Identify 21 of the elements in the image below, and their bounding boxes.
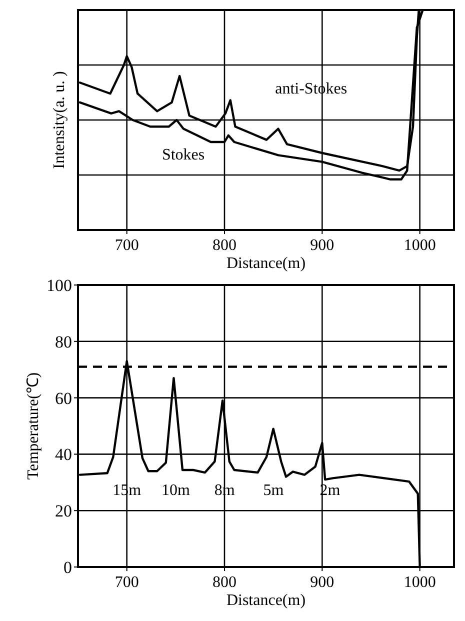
- y-axis-title: Intensity(a. u. ): [51, 71, 68, 169]
- y-tick-label: 20: [55, 502, 72, 521]
- y-tick-label: 40: [55, 445, 72, 464]
- x-tick-label: 800: [212, 574, 236, 591]
- x-tick-label: 1000: [404, 574, 436, 591]
- x-tick-label: 700: [114, 237, 139, 254]
- x-tick-label: 900: [310, 237, 334, 254]
- x-tick-label: 1000: [404, 237, 436, 254]
- y-tick-label: 0: [64, 558, 72, 577]
- series-label: Stokes: [162, 146, 205, 164]
- y-axis-title: Temperature(℃): [25, 372, 42, 480]
- annotation: 5m: [263, 482, 284, 500]
- x-axis-title: Distance(m): [226, 255, 306, 272]
- annotation: 10m: [162, 482, 191, 500]
- x-axis-title: Distance(m): [226, 592, 306, 609]
- y-tick-label: 80: [55, 332, 72, 352]
- x-tick-label: 800: [212, 237, 236, 254]
- x-tick-label: 700: [114, 574, 139, 591]
- x-tick-label: 900: [310, 574, 334, 591]
- y-tick-label: 60: [55, 388, 72, 408]
- y-tick-label: 100: [46, 276, 72, 295]
